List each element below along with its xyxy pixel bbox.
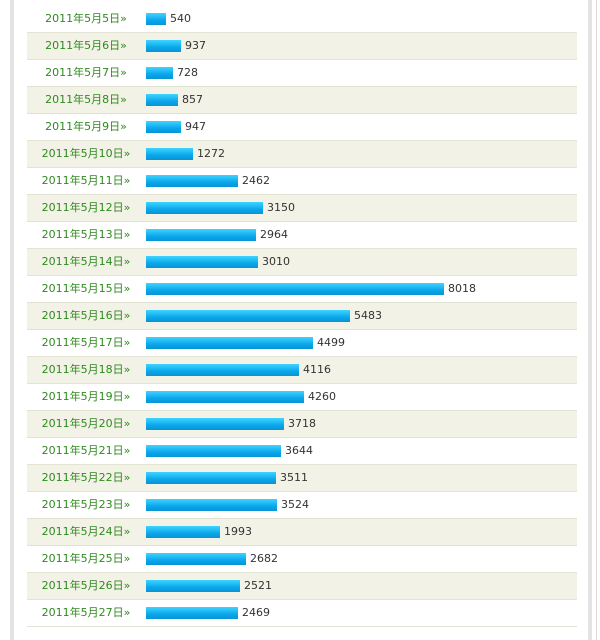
date-link[interactable]: 2011年5月13日» xyxy=(41,228,131,241)
value-bar xyxy=(146,175,238,187)
table-row: 2011年5月18日» 4116 xyxy=(27,357,577,384)
value-bar xyxy=(146,499,277,511)
daily-stats-table: 2011年5月5日» 540 2011年5月6日» 937 2011年5月7日» 728 2… xyxy=(27,6,577,627)
table-row: 2011年5月20日» 3718 xyxy=(27,411,577,438)
value-label: 4499 xyxy=(317,336,345,349)
date-link[interactable]: 2011年5月27日» xyxy=(41,606,131,619)
value-bar xyxy=(146,391,304,403)
value-label: 2462 xyxy=(242,174,270,187)
date-link[interactable]: 2011年5月8日» xyxy=(45,93,127,106)
date-link[interactable]: 2011年5月19日» xyxy=(41,390,131,403)
value-bar xyxy=(146,472,276,484)
date-link[interactable]: 2011年5月18日» xyxy=(41,363,131,376)
value-bar xyxy=(146,310,350,322)
date-link[interactable]: 2011年5月5日» xyxy=(45,12,127,25)
date-link[interactable]: 2011年5月9日» xyxy=(45,120,127,133)
table-row: 2011年5月9日» 947 xyxy=(27,114,577,141)
date-link[interactable]: 2011年5月6日» xyxy=(45,39,127,52)
value-label: 3150 xyxy=(267,201,295,214)
value-label: 5483 xyxy=(354,309,382,322)
value-label: 4260 xyxy=(308,390,336,403)
table-row: 2011年5月16日» 5483 xyxy=(27,303,577,330)
value-label: 2469 xyxy=(242,606,270,619)
value-bar xyxy=(146,418,284,430)
date-link[interactable]: 2011年5月26日» xyxy=(41,579,131,592)
value-bar xyxy=(146,526,220,538)
date-link[interactable]: 2011年5月22日» xyxy=(41,471,131,484)
value-bar xyxy=(146,607,238,619)
value-label: 3644 xyxy=(285,444,313,457)
table-row: 2011年5月19日» 4260 xyxy=(27,384,577,411)
value-bar xyxy=(146,445,281,457)
date-link[interactable]: 2011年5月24日» xyxy=(41,525,131,538)
value-bar xyxy=(146,553,246,565)
date-link[interactable]: 2011年5月12日» xyxy=(41,201,131,214)
date-link[interactable]: 2011年5月14日» xyxy=(41,255,131,268)
date-link[interactable]: 2011年5月15日» xyxy=(41,282,131,295)
value-label: 3511 xyxy=(280,471,308,484)
value-bar xyxy=(146,256,258,268)
value-label: 540 xyxy=(170,12,191,25)
value-label: 2521 xyxy=(244,579,272,592)
date-link[interactable]: 2011年5月11日» xyxy=(41,174,131,187)
date-link[interactable]: 2011年5月25日» xyxy=(41,552,131,565)
date-link[interactable]: 2011年5月10日» xyxy=(41,147,131,160)
table-row: 2011年5月25日» 2682 xyxy=(27,546,577,573)
table-row: 2011年5月8日» 857 xyxy=(27,87,577,114)
value-bar xyxy=(146,364,299,376)
date-link[interactable]: 2011年5月7日» xyxy=(45,66,127,79)
table-row: 2011年5月23日» 3524 xyxy=(27,492,577,519)
value-label: 8018 xyxy=(448,282,476,295)
date-link[interactable]: 2011年5月17日» xyxy=(41,336,131,349)
value-label: 728 xyxy=(177,66,198,79)
value-bar xyxy=(146,148,193,160)
value-bar xyxy=(146,13,166,25)
table-row: 2011年5月21日» 3644 xyxy=(27,438,577,465)
value-bar xyxy=(146,202,263,214)
left-border xyxy=(10,0,14,640)
table-row: 2011年5月11日» 2462 xyxy=(27,168,577,195)
table-row: 2011年5月24日» 1993 xyxy=(27,519,577,546)
value-bar xyxy=(146,67,173,79)
table-row: 2011年5月26日» 2521 xyxy=(27,573,577,600)
date-link[interactable]: 2011年5月21日» xyxy=(41,444,131,457)
table-row: 2011年5月22日» 3511 xyxy=(27,465,577,492)
value-bar xyxy=(146,580,240,592)
table-row: 2011年5月15日» 8018 xyxy=(27,276,577,303)
value-bar xyxy=(146,229,256,241)
table-row: 2011年5月7日» 728 xyxy=(27,60,577,87)
value-label: 2682 xyxy=(250,552,278,565)
value-bar xyxy=(146,337,313,349)
table-row: 2011年5月12日» 3150 xyxy=(27,195,577,222)
table-row: 2011年5月6日» 937 xyxy=(27,33,577,60)
table-row: 2011年5月5日» 540 xyxy=(27,6,577,33)
value-bar xyxy=(146,283,444,295)
right-border xyxy=(588,0,592,640)
table-row: 2011年5月27日» 2469 xyxy=(27,600,577,627)
value-label: 937 xyxy=(185,39,206,52)
value-bar xyxy=(146,40,181,52)
right-border-inner xyxy=(596,0,597,640)
date-link[interactable]: 2011年5月16日» xyxy=(41,309,131,322)
value-label: 3524 xyxy=(281,498,309,511)
value-label: 3718 xyxy=(288,417,316,430)
date-link[interactable]: 2011年5月20日» xyxy=(41,417,131,430)
value-label: 947 xyxy=(185,120,206,133)
value-label: 4116 xyxy=(303,363,331,376)
table-row: 2011年5月13日» 2964 xyxy=(27,222,577,249)
value-label: 857 xyxy=(182,93,203,106)
value-label: 3010 xyxy=(262,255,290,268)
value-label: 1993 xyxy=(224,525,252,538)
value-label: 1272 xyxy=(197,147,225,160)
date-link[interactable]: 2011年5月23日» xyxy=(41,498,131,511)
value-bar xyxy=(146,121,181,133)
value-bar xyxy=(146,94,178,106)
value-label: 2964 xyxy=(260,228,288,241)
table-row: 2011年5月14日» 3010 xyxy=(27,249,577,276)
table-row: 2011年5月17日» 4499 xyxy=(27,330,577,357)
table-row: 2011年5月10日» 1272 xyxy=(27,141,577,168)
